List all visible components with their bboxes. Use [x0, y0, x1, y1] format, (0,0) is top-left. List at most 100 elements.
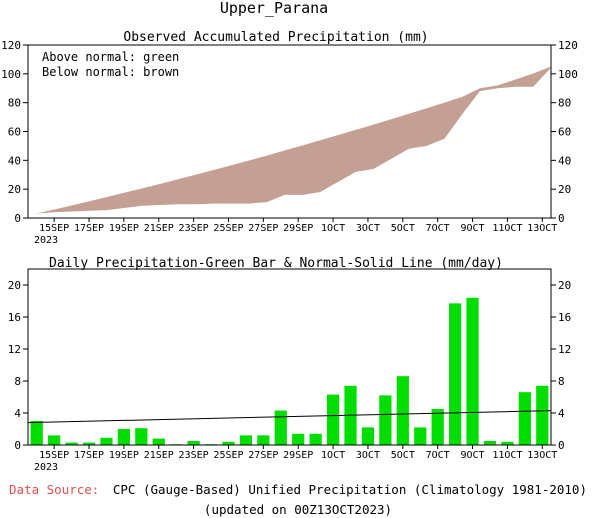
- bottom-ytick-label-right: 16: [558, 311, 571, 324]
- bottom-ytick-label-left: 20: [8, 279, 21, 292]
- daily-precip-bar: [292, 433, 305, 445]
- bottom-xtick-label: 7OCT: [426, 450, 450, 461]
- bottom-xtick-label: 17SEP: [74, 450, 104, 461]
- top-xtick-label: 17SEP: [74, 223, 104, 234]
- top-xtick-label: 7OCT: [426, 223, 450, 234]
- bottom-xtick-label: 19SEP: [109, 450, 139, 461]
- daily-precip-bar: [65, 442, 78, 445]
- normal-line: [27, 410, 552, 424]
- accumulated-precip-chart: Observed Accumulated Precipitation (mm) …: [1, 30, 578, 246]
- top-ytick-label-left: 100: [1, 68, 21, 81]
- daily-precip-bar: [536, 385, 549, 445]
- bottom-ytick-label-left: 12: [8, 343, 21, 356]
- daily-precip-bar: [30, 421, 43, 445]
- legend-below-normal: Below normal: brown: [42, 65, 179, 79]
- bottom-xtick-label: 15SEP: [39, 450, 69, 461]
- top-xtick-label: 11OCT: [492, 223, 522, 234]
- top-xtick-label: 13OCT: [527, 223, 557, 234]
- top-ytick-label-right: 60: [558, 126, 571, 139]
- legend-above-normal: Above normal: green: [42, 50, 179, 64]
- top-year-label: 2023: [34, 235, 58, 246]
- top-xtick-label: 29SEP: [283, 223, 313, 234]
- daily-precip-bar: [501, 441, 514, 445]
- source-text: CPC (Gauge-Based) Unified Precipitation …: [113, 482, 587, 497]
- bottom-ytick-label-left: 16: [8, 311, 21, 324]
- top-xtick-label: 25SEP: [213, 223, 243, 234]
- footer-updated: (updated on 00Z13OCT2023): [204, 502, 392, 517]
- daily-precip-bar: [379, 395, 392, 445]
- bottom-xtick-label: 11OCT: [492, 450, 522, 461]
- bottom-year-label: 2023: [34, 462, 58, 473]
- daily-precip-bar: [518, 392, 531, 445]
- footer-source-line: Data Source: CPC (Gauge-Based) Unified P…: [9, 482, 587, 497]
- top-ytick-label-left: 120: [1, 39, 21, 52]
- bottom-ytick-label-left: 0: [14, 439, 21, 452]
- daily-precip-bar: [466, 297, 479, 445]
- daily-precip-bar: [222, 441, 235, 445]
- top-ytick-label-right: 20: [558, 183, 571, 196]
- daily-precip-bar: [326, 394, 340, 445]
- bottom-ytick-label-right: 12: [558, 343, 571, 356]
- top-xtick-label: 1OCT: [321, 223, 345, 234]
- below-normal-area: [36, 66, 551, 214]
- top-ytick-label-left: 20: [8, 183, 21, 196]
- bottom-ytick-label-left: 4: [14, 407, 21, 420]
- bottom-ytick-label-right: 4: [558, 407, 565, 420]
- top-chart-title: Observed Accumulated Precipitation (mm): [123, 30, 428, 45]
- top-xtick-label: 9OCT: [461, 223, 485, 234]
- bottom-xtick-label: 5OCT: [391, 450, 415, 461]
- daily-precip-bar: [274, 410, 287, 445]
- daily-precip-bar: [483, 441, 497, 445]
- bottom-xtick-label: 23SEP: [179, 450, 209, 461]
- top-ytick-label-left: 40: [8, 154, 21, 167]
- daily-precip-bar: [117, 429, 130, 445]
- bottom-xtick-label: 1OCT: [321, 450, 345, 461]
- top-ytick-label-right: 80: [558, 97, 571, 110]
- daily-precip-bar: [396, 376, 409, 445]
- source-label: Data Source:: [9, 482, 99, 497]
- top-xtick-label: 15SEP: [39, 223, 69, 234]
- page-title: Upper_Parana: [220, 0, 328, 17]
- bottom-ytick-label-right: 8: [558, 375, 565, 388]
- bottom-xtick-label: 3OCT: [356, 450, 380, 461]
- top-ytick-label-left: 60: [8, 126, 21, 139]
- daily-precip-bar: [309, 433, 322, 445]
- bottom-plot-frame: [27, 268, 552, 446]
- top-xtick-label: 21SEP: [144, 223, 174, 234]
- top-xtick-label: 5OCT: [391, 223, 415, 234]
- daily-precip-bar: [361, 427, 375, 445]
- top-ytick-label-right: 100: [558, 68, 578, 81]
- top-ytick-label-left: 0: [14, 212, 21, 225]
- top-ytick-label-right: 40: [558, 154, 571, 167]
- bottom-ytick-label-right: 0: [558, 439, 565, 452]
- daily-precip-bar: [152, 438, 165, 445]
- daily-precip-bar: [100, 437, 113, 445]
- bottom-xtick-label: 29SEP: [283, 450, 313, 461]
- daily-precip-chart: Daily Precipitation-Green Bar & Normal-S…: [8, 256, 572, 473]
- top-xtick-label: 27SEP: [248, 223, 278, 234]
- top-xtick-label: 3OCT: [356, 223, 380, 234]
- top-xtick-label: 23SEP: [179, 223, 209, 234]
- bottom-chart-title: Daily Precipitation-Green Bar & Normal-S…: [49, 256, 503, 271]
- bottom-xtick-label: 21SEP: [144, 450, 174, 461]
- daily-precip-bar: [187, 441, 200, 445]
- bottom-ytick-label-right: 20: [558, 279, 571, 292]
- top-ytick-label-left: 80: [8, 97, 21, 110]
- daily-precip-bar: [431, 409, 444, 445]
- daily-precip-bar: [449, 303, 462, 445]
- bottom-xtick-label: 25SEP: [213, 450, 243, 461]
- bottom-xtick-label: 27SEP: [248, 450, 278, 461]
- daily-precip-bar: [48, 435, 61, 445]
- top-plot-frame: [27, 44, 552, 219]
- daily-precip-bar: [257, 435, 270, 445]
- bottom-xtick-label: 9OCT: [461, 450, 485, 461]
- daily-precip-bar: [135, 428, 148, 445]
- top-xtick-label: 19SEP: [109, 223, 139, 234]
- daily-precip-bar: [82, 442, 96, 445]
- bottom-ytick-label-left: 8: [14, 375, 21, 388]
- daily-precip-bar: [414, 427, 427, 445]
- bottom-xtick-label: 13OCT: [527, 450, 557, 461]
- daily-precip-bar: [239, 435, 253, 445]
- top-ytick-label-right: 120: [558, 39, 578, 52]
